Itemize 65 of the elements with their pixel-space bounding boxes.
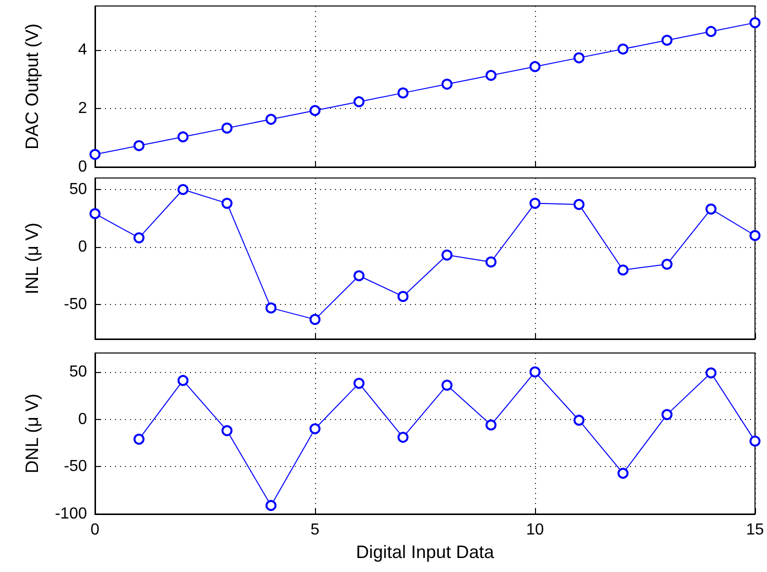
y-axis-title: INL (μ V) [22, 222, 42, 294]
point [398, 432, 408, 443]
y-tick-label: 0 [78, 158, 88, 176]
point [662, 34, 672, 46]
point [354, 378, 364, 389]
point [486, 70, 496, 81]
point [354, 270, 364, 282]
point [530, 366, 540, 378]
point [574, 414, 584, 426]
y-tick-label: 0 [78, 238, 88, 256]
y-tick-label: 4 [78, 41, 88, 58]
point [530, 198, 540, 209]
y-tick-label: -50 [64, 296, 88, 313]
y-axis-title: DAC Output (V) [22, 23, 42, 150]
y-tick-label: 50 [69, 181, 88, 198]
x-tick-label: 15 [746, 522, 764, 538]
point [178, 131, 188, 142]
point [398, 87, 408, 98]
point [222, 198, 232, 209]
x-tick-label: 0 [90, 522, 100, 538]
point [486, 256, 496, 268]
point [442, 78, 452, 90]
point [398, 290, 408, 302]
point [134, 434, 144, 445]
point [618, 468, 628, 479]
x-axis-title: Digital Input Data [356, 542, 496, 562]
point [310, 105, 320, 116]
point [134, 232, 144, 244]
point [662, 409, 672, 420]
point [222, 425, 232, 436]
point [354, 96, 364, 108]
point [618, 264, 628, 276]
point [442, 250, 452, 261]
point [134, 140, 144, 152]
point [90, 208, 100, 220]
point [706, 367, 716, 378]
x-tick-label: 5 [310, 522, 320, 538]
point [90, 148, 100, 160]
point [750, 230, 760, 241]
point [618, 44, 628, 55]
point [266, 114, 276, 125]
x-tick-label: 10 [526, 522, 544, 538]
y-tick-label: 0 [78, 410, 88, 428]
point [530, 61, 540, 72]
point [310, 423, 320, 434]
y-tick-label: -50 [64, 458, 88, 476]
point [574, 52, 584, 64]
point [750, 436, 760, 447]
point [266, 302, 276, 314]
point [486, 419, 496, 430]
y-axis-title: DNL (μ V) [22, 394, 42, 474]
point [706, 26, 716, 37]
y-tick-label: -100 [54, 506, 88, 522]
point [266, 500, 276, 511]
point [222, 122, 232, 134]
point [662, 258, 672, 270]
point [706, 204, 716, 215]
point [442, 380, 452, 391]
point [574, 198, 584, 210]
y-tick-label: 50 [69, 363, 88, 380]
y-tick-label: 2 [78, 100, 88, 117]
point [178, 184, 188, 195]
point [310, 314, 320, 325]
point [750, 17, 760, 28]
point [178, 374, 188, 386]
